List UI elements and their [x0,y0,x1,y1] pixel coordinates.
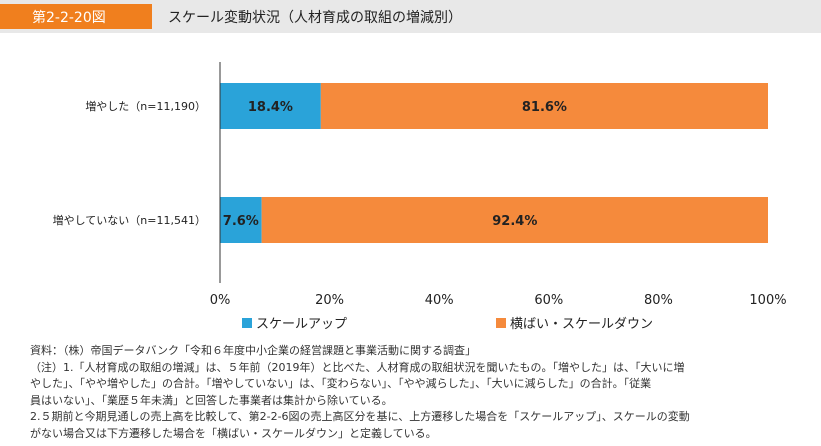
legend-swatch-flat-or-down [496,318,506,328]
note-line: 員はいない」、「業歴５年未満」と回答した事業者は集計から除いている。 [30,393,393,407]
figure-number: 第2-2-20図 [32,10,106,26]
data-label: 81.6% [522,100,567,115]
note-line: がない場合又は下方遷移した場合を「横ばい・スケールダウン」と定義している。 [30,426,437,440]
bar-scale-up [220,83,321,129]
legend-label: スケールアップ [256,317,347,332]
data-label: 7.6% [223,214,259,229]
legend-swatch-scale-up [242,318,252,328]
x-tick-label: 20% [315,293,344,308]
x-tick-label: 0% [210,293,231,308]
category-label: 増やしていない（n=11,541） [53,214,206,227]
note-line: やした」、「やや増やした」の合計。「増やしていない」は、「変わらない」、「やや減… [30,377,652,390]
x-tick-label: 100% [749,293,786,308]
note-line: （注）1.「人材育成の取組の増減」は、５年前（2019年）と比べた、人材育成の取… [30,360,685,374]
figure-header: 第2-2-20図 スケール変動状況（人材育成の取組の増減別） [0,0,821,33]
source-note: 資料：（株）帝国データバンク「令和６年度中小企業の経営課題と事業活動に関する調査… [30,344,477,357]
x-tick-label: 60% [534,293,563,308]
x-tick-label: 40% [425,293,454,308]
stacked-bar-chart: 増やした（n=11,190） 18.4% 81.6% 増やしていない（n=11,541… [53,62,787,332]
category-label: 増やした（n=11,190） [85,100,206,113]
figure-number-badge: 第2-2-20図 [0,4,152,29]
bar-flat-or-down [261,197,768,243]
bar-flat-or-down [320,83,768,129]
data-label: 92.4% [492,214,537,229]
figure-title: スケール変動状況（人材育成の取組の増減別） [168,10,462,26]
note-line: 2.５期前と今期見通しの売上高を比較して、第2-2-6図の売上高区分を基に、上方… [30,410,690,423]
x-tick-label: 80% [644,293,673,308]
legend-label: 横ばい・スケールダウン [510,317,653,332]
bar-scale-up [220,197,262,243]
notes-section: 資料：（株）帝国データバンク「令和６年度中小企業の経営課題と事業活動に関する調査… [30,343,800,442]
data-label: 18.4% [248,100,293,115]
